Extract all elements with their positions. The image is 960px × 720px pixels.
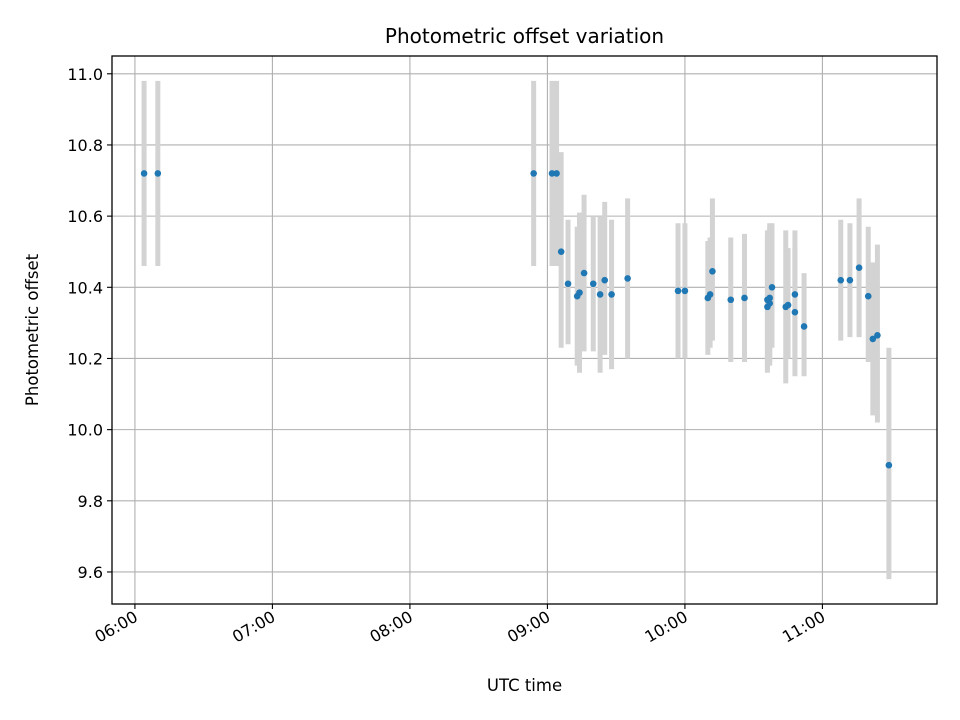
data-point xyxy=(530,170,537,177)
data-point xyxy=(706,291,714,298)
y-tick-label: 10.6 xyxy=(67,207,103,226)
data-point xyxy=(154,170,162,177)
x-axis-label: UTC time xyxy=(487,676,562,695)
data-point xyxy=(564,280,572,288)
data-point xyxy=(140,170,148,177)
data-point xyxy=(624,275,631,282)
data-point xyxy=(576,289,583,296)
grid xyxy=(112,56,937,604)
y-tick-label: 10.0 xyxy=(67,421,103,440)
y-tick-label: 11.0 xyxy=(67,65,103,84)
data-point xyxy=(768,283,776,291)
data-points xyxy=(140,170,893,469)
data-point xyxy=(709,267,716,275)
data-point xyxy=(837,276,845,284)
chart-title: Photometric offset variation xyxy=(385,24,664,48)
data-point xyxy=(766,300,774,307)
data-point xyxy=(601,276,609,284)
data-point xyxy=(557,248,565,256)
y-tick-label: 10.2 xyxy=(67,349,103,368)
data-point xyxy=(727,296,735,304)
data-point xyxy=(580,269,588,277)
y-tick-label: 10.8 xyxy=(67,136,103,155)
y-tick-label: 9.6 xyxy=(78,563,103,582)
data-point xyxy=(553,170,560,177)
data-point xyxy=(885,461,893,469)
data-point xyxy=(791,308,799,316)
data-point xyxy=(741,294,748,302)
data-point xyxy=(791,291,799,298)
data-point xyxy=(681,287,689,295)
data-point xyxy=(800,323,808,330)
y-axis: 9.6 9.8 10.0 10.2 10.4 10.6 10.8 11.0 xyxy=(67,65,112,582)
y-tick-label: 9.8 xyxy=(78,492,103,511)
data-point xyxy=(766,294,774,302)
data-point xyxy=(864,292,872,300)
data-point xyxy=(548,170,556,177)
data-point xyxy=(596,291,604,298)
data-point xyxy=(846,276,854,284)
plot-frame xyxy=(111,55,938,605)
data-point xyxy=(874,332,881,339)
data-point xyxy=(855,264,863,272)
data-point xyxy=(869,335,877,343)
data-point xyxy=(674,287,682,295)
data-point xyxy=(608,291,615,298)
data-point xyxy=(589,280,597,288)
y-tick-label: 10.4 xyxy=(67,278,103,297)
data-point xyxy=(784,301,792,309)
y-axis-label: Photometric offset xyxy=(23,253,42,406)
